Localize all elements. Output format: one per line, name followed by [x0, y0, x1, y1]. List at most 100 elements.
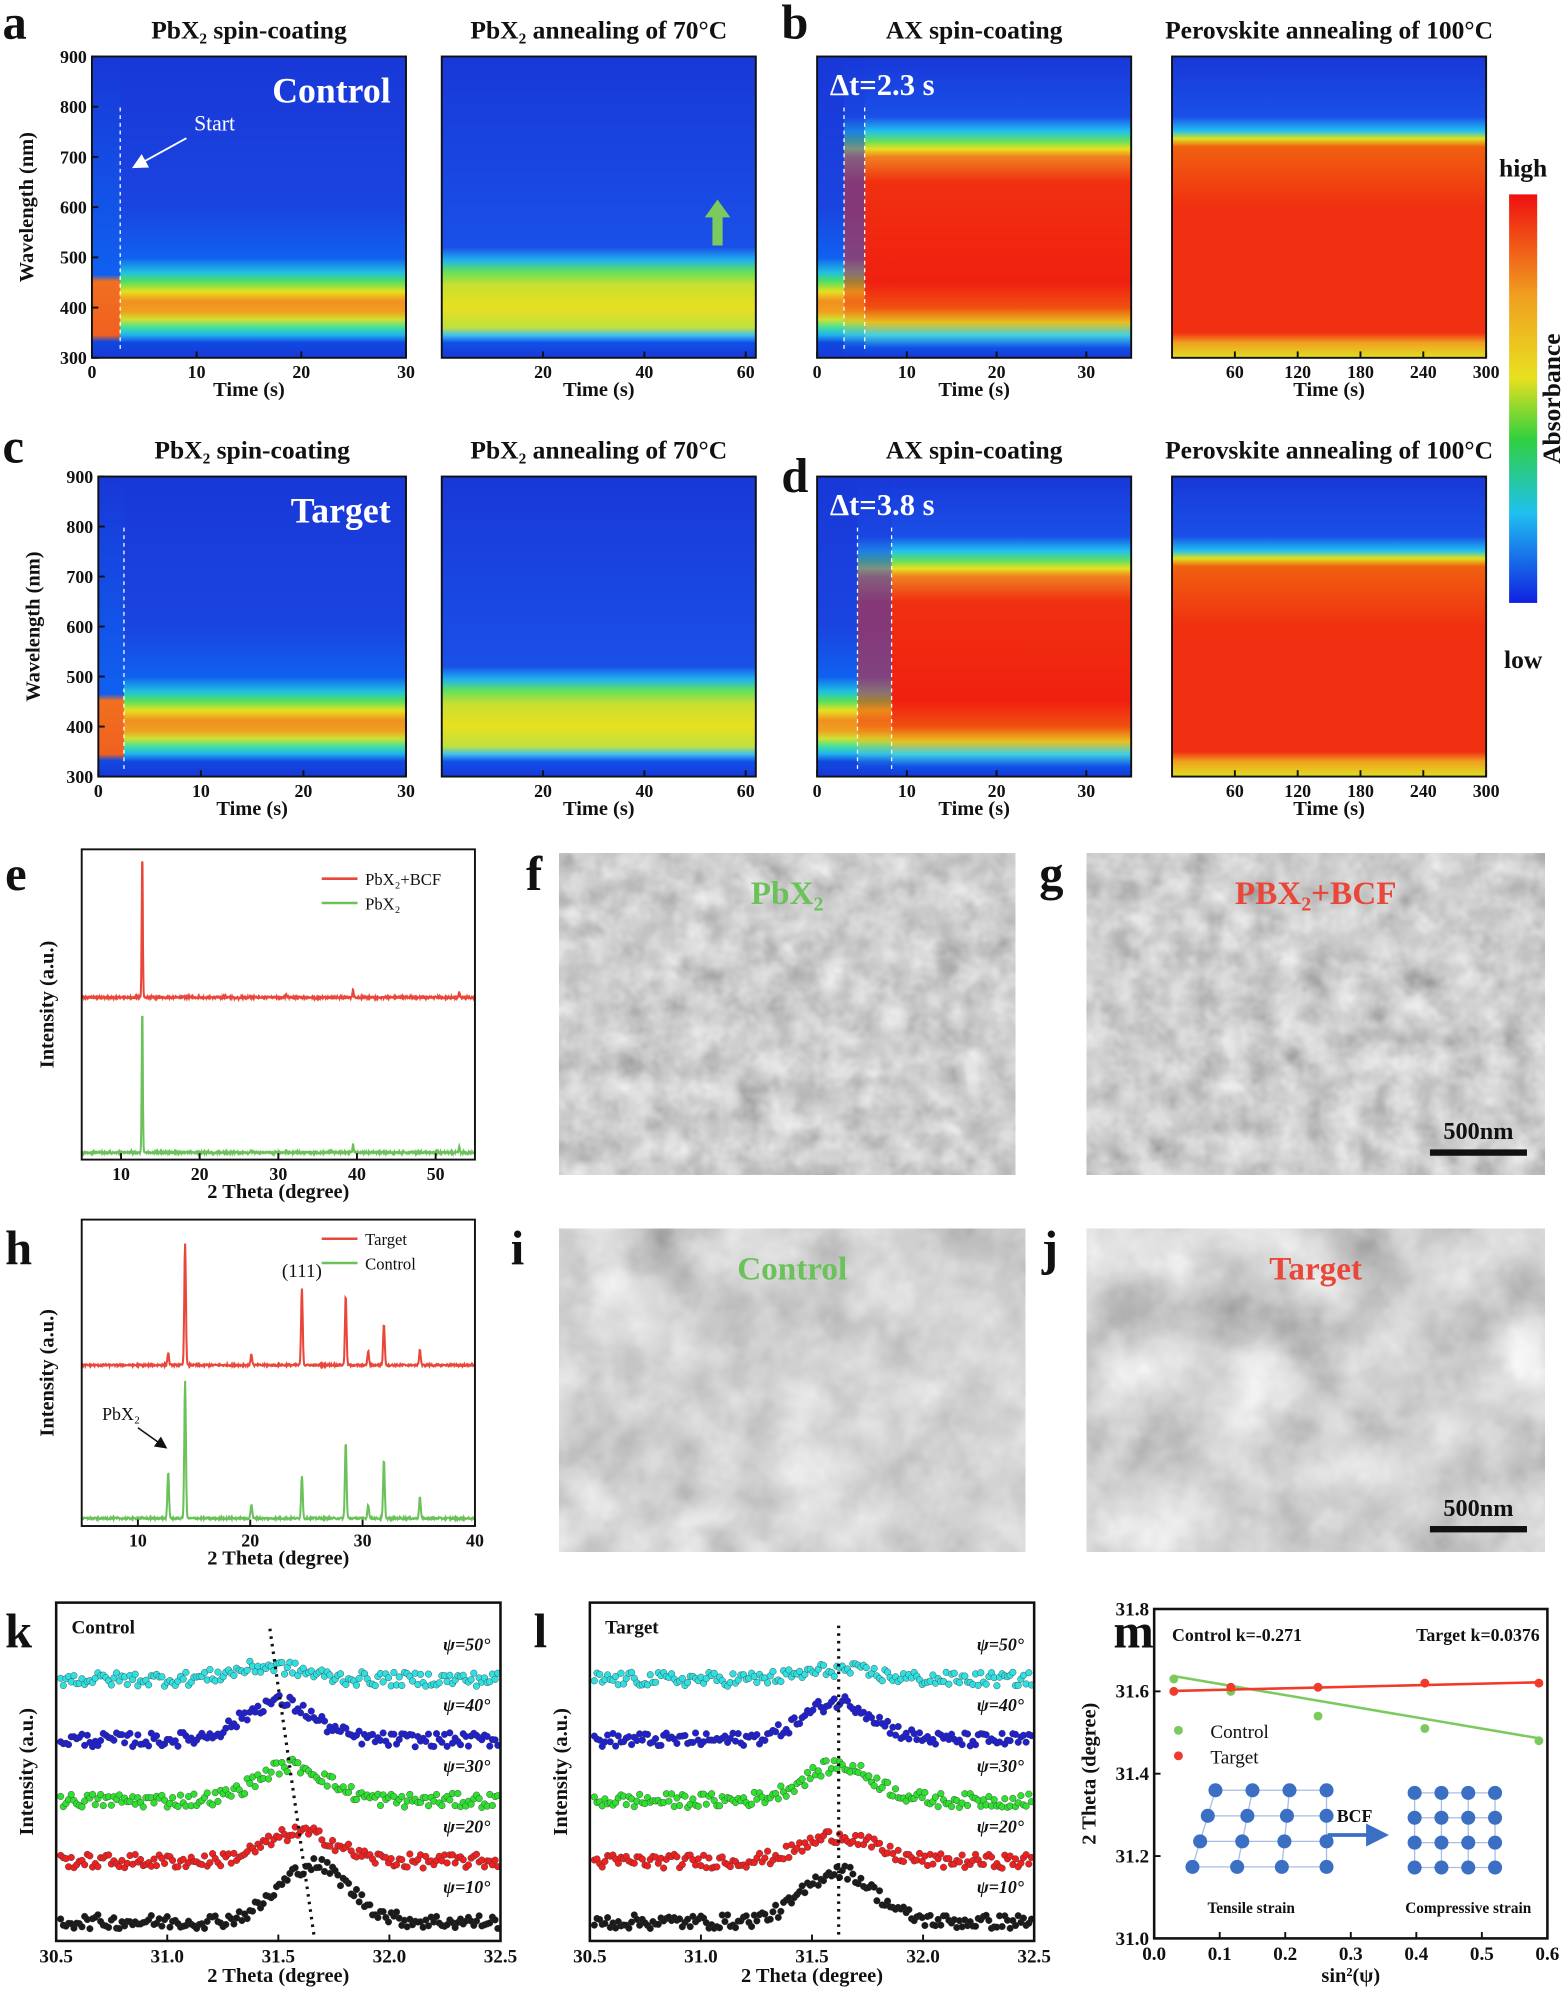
data-point: [323, 1858, 331, 1866]
heatmap-region: [817, 56, 1132, 358]
data-point: [1006, 1737, 1014, 1745]
data-point: [929, 1671, 937, 1679]
data-point: [230, 1920, 238, 1928]
data-point: [446, 1729, 454, 1737]
x-axis-label: Time (s): [563, 379, 635, 401]
data-point: [801, 1889, 809, 1897]
data-point: [422, 1737, 430, 1745]
plot-area: Control Control k=-0.271 Target Target k=0.…: [1169, 1625, 1544, 1768]
data-point: [264, 1832, 273, 1840]
data-point: [878, 1677, 886, 1685]
data-point: [491, 1916, 499, 1924]
chart-8: PbX₂+BCF PbX₂ 10 20 30 40 50 2 Theta (degree) In…: [37, 848, 476, 1203]
data-point: [604, 1914, 612, 1922]
data-point: [822, 1757, 830, 1765]
sample-label: Control: [272, 70, 391, 110]
data-point: [438, 1738, 446, 1746]
y-axis-label: Intensity (a.u.): [37, 941, 59, 1069]
legend-label: PbX₂+BCF: [365, 870, 441, 889]
data-point: [78, 1803, 86, 1811]
data-point: [123, 1680, 131, 1688]
data-point: [214, 1797, 222, 1805]
data-point: [483, 1732, 491, 1740]
data-point: [654, 1920, 662, 1928]
data-point: [355, 1898, 363, 1906]
data-point: [708, 1790, 716, 1798]
data-point: [796, 1667, 804, 1675]
x-axis-label: Time (s): [563, 798, 635, 820]
data-point: [457, 1741, 465, 1749]
data-point: [993, 1682, 1001, 1690]
data-point: [486, 1919, 494, 1927]
data-point: [753, 1917, 761, 1925]
y-tick-label: 500: [66, 667, 93, 687]
data-point: [988, 1853, 996, 1861]
data-point: [424, 1802, 432, 1810]
data-point: [294, 1759, 302, 1767]
panel-label: d: [781, 450, 808, 503]
y-axis-label: Intensity (a.u.): [16, 1708, 38, 1836]
x-tick-label: 10: [129, 1530, 147, 1550]
data-point: [1019, 1914, 1027, 1922]
data-point: [785, 1666, 793, 1674]
atom: [1319, 1834, 1334, 1849]
x-tick-label: 20: [534, 781, 552, 801]
data-point: [206, 1666, 214, 1674]
heatmap-region: [817, 56, 845, 358]
plot-area: PbX₂+BCF PbX₂: [80, 861, 476, 1158]
data-point: [243, 1915, 251, 1923]
atom: [1461, 1835, 1476, 1850]
legend-label: Target: [1210, 1747, 1259, 1768]
data-point: [225, 1717, 233, 1725]
atom: [1488, 1810, 1503, 1825]
data-point: [1169, 1686, 1179, 1696]
data-point: [891, 1785, 900, 1793]
atom: [1461, 1860, 1476, 1875]
data-point: [905, 1735, 913, 1743]
data-point: [99, 1802, 107, 1810]
x-tick-label: 10: [188, 362, 206, 382]
data-point: [147, 1912, 155, 1920]
y-tick-label: 31.2: [1116, 1846, 1150, 1867]
x-tick-label: 31.0: [684, 1947, 718, 1968]
data-point: [283, 1876, 291, 1884]
data-point: [884, 1778, 892, 1787]
panel-label: i: [511, 1222, 524, 1275]
plot-frame: [440, 475, 757, 778]
chart-title: PbX₂ annealing of 70°C: [470, 436, 727, 465]
chart-7: 60 120 180 240 300 Perovskite annealing of 10…: [1165, 436, 1499, 820]
data-point: [657, 1741, 665, 1749]
data-point: [761, 1736, 769, 1744]
legend-label: Control: [1210, 1722, 1269, 1743]
data-point: [390, 1730, 398, 1738]
chart-1: 20 40 60 PbX₂ annealing of 70°C Time (s): [440, 16, 757, 401]
data-point: [126, 1729, 134, 1737]
scale-bar-label: 500nm: [1443, 1495, 1513, 1522]
data-point: [814, 1881, 822, 1889]
data-point: [825, 1828, 833, 1836]
x-axis-label: Time (s): [1293, 798, 1365, 820]
data-point: [472, 1850, 480, 1858]
data-point: [275, 1833, 283, 1841]
data-point: [646, 1671, 654, 1679]
data-point: [488, 1801, 496, 1810]
lattice-inset: [1185, 1783, 1503, 1875]
data-point: [174, 1863, 182, 1871]
data-point: [724, 1911, 732, 1919]
data-point: [467, 1676, 475, 1684]
data-point: [718, 1853, 726, 1861]
x-axis-label: Time (s): [213, 379, 285, 401]
data-point: [342, 1680, 350, 1688]
data-point: [972, 1922, 980, 1930]
x-tick-label: 30: [354, 1530, 372, 1550]
x-tick-label: 0: [813, 781, 822, 801]
data-point: [945, 1855, 953, 1863]
data-point: [291, 1659, 299, 1667]
data-point: [398, 1681, 406, 1689]
data-point: [614, 1732, 622, 1740]
data-point: [676, 1801, 684, 1810]
data-point: [443, 1742, 451, 1750]
chart-title: PbX₂ annealing of 70°C: [470, 16, 727, 45]
data-point: [230, 1849, 238, 1857]
data-point: [705, 1854, 713, 1862]
